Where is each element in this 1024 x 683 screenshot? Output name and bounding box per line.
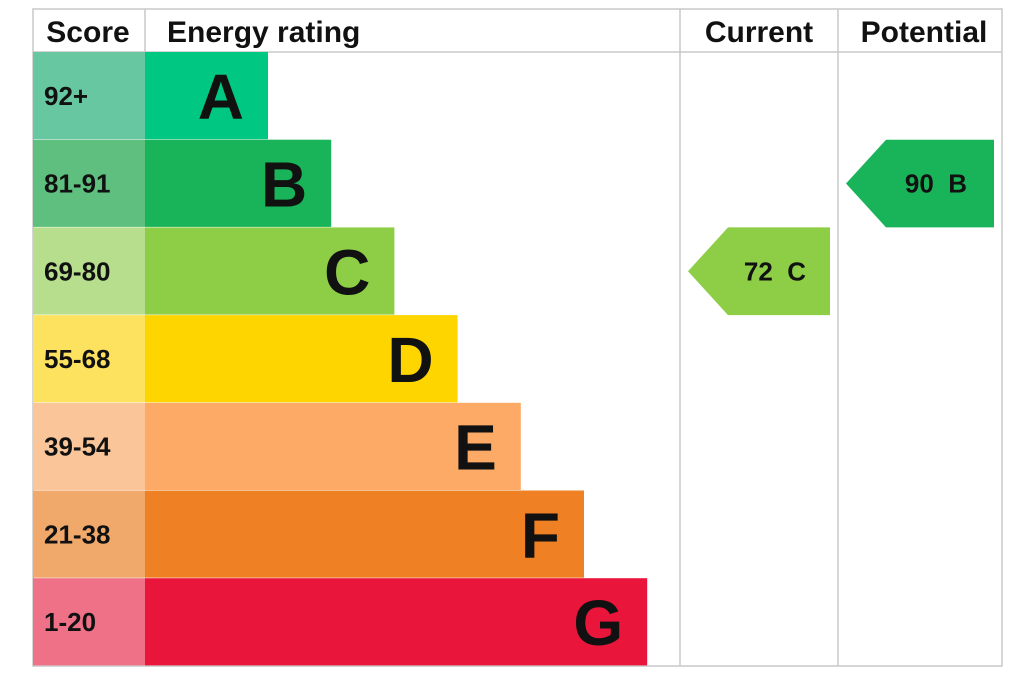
band-letter-c: C xyxy=(324,236,370,308)
band-bar-c xyxy=(145,227,395,315)
band-bar-b xyxy=(145,139,332,227)
score-cell-b xyxy=(33,139,145,227)
score-header: Score xyxy=(46,16,129,49)
band-bar-g xyxy=(145,578,648,666)
score-label-g: 1-20 xyxy=(44,607,96,637)
rating-bands: 92+ A 81-91 B 69-80 C 55-68 D 39-54 E 21-38 F 1-20 G xyxy=(33,52,648,666)
score-cell-c xyxy=(33,227,145,315)
band-bar-d xyxy=(145,315,458,403)
score-label-d: 55-68 xyxy=(44,344,111,374)
band-letter-e: E xyxy=(454,412,497,484)
score-label-a: 92+ xyxy=(44,81,88,111)
score-label-f: 21-38 xyxy=(44,519,111,549)
score-cell-g xyxy=(33,578,145,666)
score-cell-d xyxy=(33,315,145,403)
current-rating-arrow xyxy=(688,227,830,316)
energy-rating-header: Energy rating xyxy=(167,16,360,49)
band-bar-e xyxy=(145,402,521,490)
band-letter-d: D xyxy=(387,324,433,396)
band-bar-a xyxy=(145,52,268,140)
current-rating-label: 72 C xyxy=(744,256,806,286)
rating-indicators: 72 C 90 B xyxy=(688,139,994,316)
score-cell-e xyxy=(33,402,145,490)
potential-header: Potential xyxy=(861,16,988,49)
band-bar-f xyxy=(145,490,584,578)
score-label-b: 81-91 xyxy=(44,169,111,199)
band-letter-b: B xyxy=(261,149,307,221)
potential-rating-arrow xyxy=(846,139,994,228)
band-letter-g: G xyxy=(573,587,623,659)
score-label-e: 39-54 xyxy=(44,432,111,462)
score-label-c: 69-80 xyxy=(44,256,111,286)
potential-rating-label: 90 B xyxy=(905,169,967,199)
band-letter-f: F xyxy=(521,499,560,571)
score-cell-f xyxy=(33,490,145,578)
current-header: Current xyxy=(705,16,813,49)
band-letter-a: A xyxy=(198,61,244,133)
score-cell-a xyxy=(33,52,145,140)
